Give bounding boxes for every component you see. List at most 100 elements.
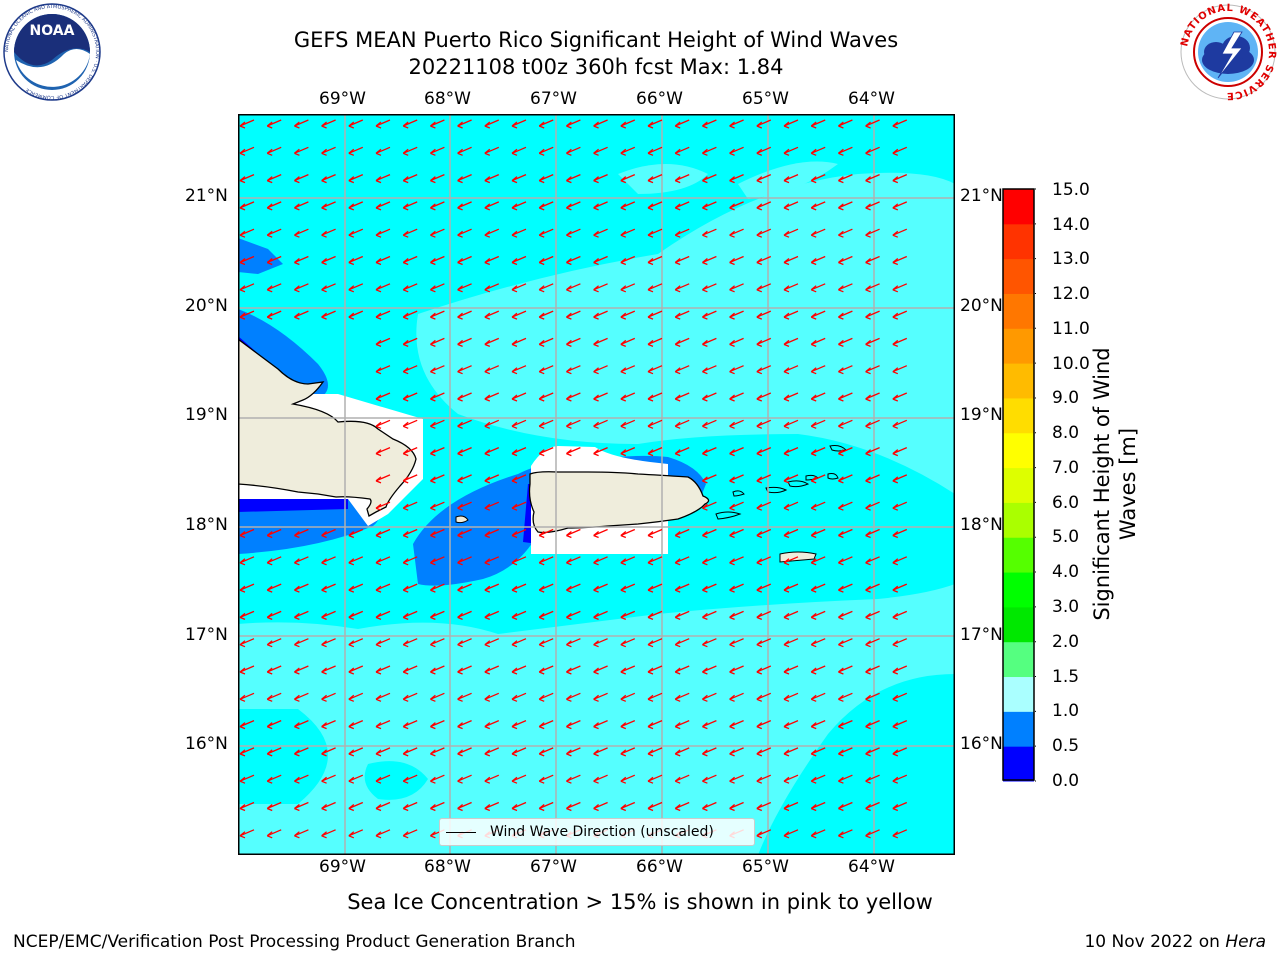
wave-direction-arrow	[783, 556, 799, 566]
wave-direction-arrow	[620, 310, 636, 320]
wave-direction-arrow	[620, 174, 636, 184]
colorbar-segment	[1003, 467, 1034, 503]
wave-direction-arrow	[348, 610, 364, 621]
wave-direction-arrow	[457, 556, 472, 566]
wave-field-north-band	[416, 172, 955, 494]
lat-label-left-19n: 19°N	[185, 405, 228, 425]
wave-direction-arrow	[266, 665, 282, 675]
wave-direction-arrow	[756, 747, 772, 757]
wave-direction-arrow	[457, 692, 472, 702]
wave-direction-arrow	[620, 774, 636, 784]
wave-direction-arrow	[429, 174, 445, 184]
wave-direction-arrow	[756, 829, 772, 839]
wave-direction-arrow	[647, 392, 663, 402]
wave-direction-arrow	[810, 447, 826, 457]
wave-direction-arrow	[674, 310, 690, 320]
wave-direction-arrow	[457, 610, 472, 621]
wave-direction-arrow	[647, 146, 663, 156]
wave-direction-arrow	[892, 283, 908, 293]
wave-direction-arrow	[429, 365, 445, 375]
wave-direction-arrow	[511, 447, 527, 457]
wave-direction-arrow	[266, 801, 282, 812]
wave-direction-arrow	[701, 365, 717, 375]
legend-label: Wind Wave Direction (unscaled)	[490, 824, 714, 840]
wave-direction-arrow	[538, 774, 554, 784]
wave-direction-arrow	[538, 255, 554, 266]
wave-direction-arrow	[837, 146, 853, 156]
wave-direction-arrow	[429, 283, 445, 293]
wave-direction-arrow	[783, 774, 799, 784]
wave-direction-arrow	[429, 392, 445, 402]
wave-direction-arrow	[783, 365, 799, 375]
lon-label-bottom-65w: 65°W	[742, 857, 789, 877]
wave-direction-arrow	[865, 201, 880, 211]
wave-direction-arrow	[701, 528, 717, 539]
wave-direction-arrow	[457, 528, 472, 539]
wave-direction-arrow	[892, 774, 908, 784]
wave-direction-arrow	[892, 392, 908, 402]
wave-direction-arrow	[239, 556, 255, 566]
wave-direction-arrow	[375, 501, 391, 511]
wave-direction-arrow	[620, 801, 636, 812]
lat-label-left-17n: 17°N	[185, 625, 228, 645]
wave-direction-arrow	[375, 419, 391, 429]
wave-direction-arrow	[538, 201, 554, 211]
wave-direction-arrow	[756, 528, 772, 539]
wave-direction-arrow	[511, 720, 527, 730]
lat-label-left-18n: 18°N	[185, 515, 228, 535]
wave-direction-arrow	[565, 365, 581, 375]
wave-direction-arrow	[647, 638, 663, 648]
wave-direction-arrow	[429, 528, 445, 539]
lon-label-top-65w: 65°W	[742, 89, 789, 109]
wave-direction-arrow	[865, 501, 880, 511]
wave-direction-arrow	[239, 665, 255, 675]
wave-direction-arrow	[756, 556, 772, 566]
wave-direction-arrow	[865, 337, 880, 348]
wave-direction-arrow	[837, 720, 853, 730]
wave-direction-arrow	[348, 720, 364, 730]
wave-direction-arrow	[484, 255, 500, 266]
wave-direction-arrow	[892, 447, 908, 457]
colorbar-tick-7: 7.0	[1052, 458, 1080, 478]
wave-direction-arrow	[892, 310, 908, 320]
wave-direction-arrow	[674, 556, 690, 566]
colorbar-tick-10: 10.0	[1052, 354, 1090, 374]
wave-direction-arrow	[647, 747, 663, 757]
wave-direction-arrow	[729, 501, 744, 511]
wave-direction-arrow	[565, 610, 581, 621]
wave-direction-arrow	[429, 201, 445, 211]
wave-direction-arrow	[729, 720, 744, 730]
wave-direction-arrow	[321, 610, 336, 621]
wave-direction-arrow	[375, 801, 391, 812]
wave-direction-arrow	[565, 146, 581, 156]
wave-direction-arrow	[484, 392, 500, 402]
wave-direction-arrow	[266, 255, 282, 266]
wave-direction-arrow	[538, 174, 554, 184]
lon-label-top-69w: 69°W	[319, 89, 366, 109]
wave-direction-arrow	[593, 174, 608, 184]
wave-direction-arrow	[593, 528, 608, 539]
wave-direction-arrow	[729, 692, 744, 702]
lon-label-bottom-66w: 66°W	[636, 857, 683, 877]
wave-direction-arrow	[239, 255, 255, 266]
wave-direction-arrow	[239, 528, 255, 539]
wave-direction-arrow	[321, 665, 336, 675]
wave-direction-arrow	[484, 528, 500, 539]
wave-direction-arrow	[293, 310, 309, 320]
wave-direction-arrow	[402, 692, 418, 702]
wave-direction-arrows	[239, 119, 908, 839]
wave-direction-arrow	[593, 801, 608, 812]
wave-direction-arrow	[375, 174, 391, 184]
colorbar-tick-8: 8.0	[1052, 423, 1080, 443]
colorbar-tick-11: 11.0	[1052, 319, 1090, 339]
wave-direction-arrow	[729, 447, 744, 457]
wave-direction-arrow	[701, 665, 717, 675]
wave-direction-arrow	[321, 174, 336, 184]
wave-direction-arrow	[429, 419, 445, 429]
wave-direction-arrow	[484, 665, 500, 675]
wave-direction-arrow	[538, 720, 554, 730]
wave-direction-arrow	[593, 228, 608, 238]
wave-direction-arrow	[565, 665, 581, 675]
wave-direction-arrow	[429, 801, 445, 812]
wave-direction-arrow	[402, 583, 418, 593]
